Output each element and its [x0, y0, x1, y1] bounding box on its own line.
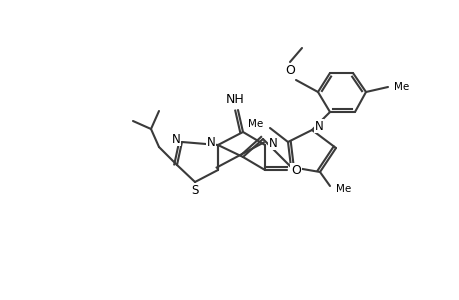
Text: O: O	[291, 164, 300, 176]
Text: N: N	[314, 119, 323, 133]
Text: N: N	[171, 133, 180, 146]
Text: Me: Me	[393, 82, 409, 92]
Text: N: N	[206, 136, 215, 148]
Text: Me: Me	[248, 119, 263, 129]
Text: NH: NH	[225, 92, 244, 106]
Text: S: S	[191, 184, 198, 197]
Text: Me: Me	[336, 184, 351, 194]
Text: O: O	[285, 64, 294, 76]
Text: N: N	[268, 136, 277, 149]
